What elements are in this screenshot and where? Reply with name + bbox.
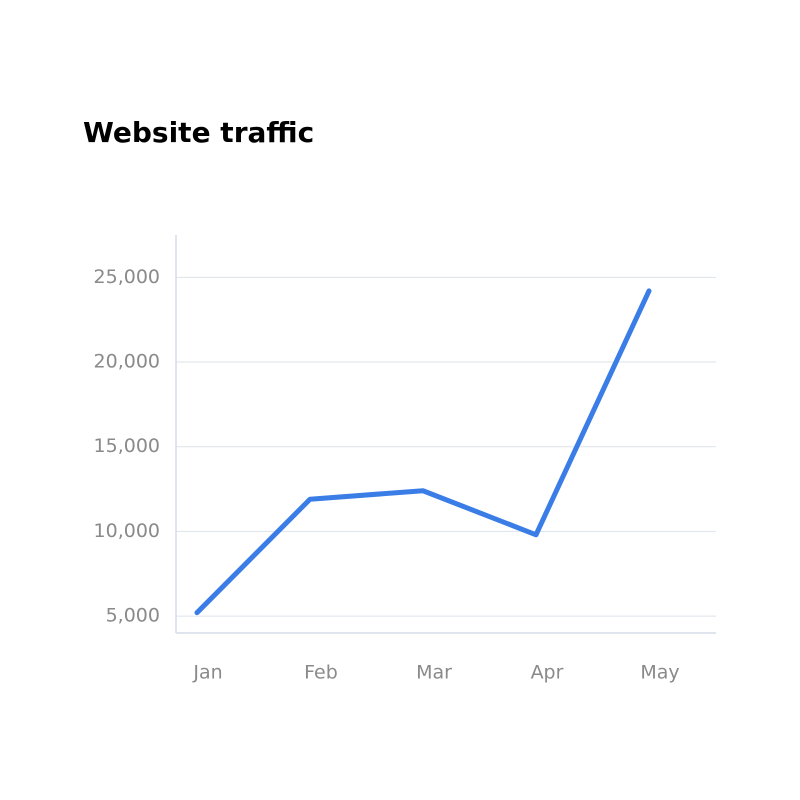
y-tick-label: 10,000 xyxy=(94,520,160,542)
line xyxy=(194,288,652,616)
x-tick-label: Jan xyxy=(192,662,222,684)
chart-title: Website traffic xyxy=(83,116,314,149)
y-tick-label: 25,000 xyxy=(94,266,160,288)
x-tick-label: Mar xyxy=(416,662,452,684)
y-tick-label: 15,000 xyxy=(94,435,160,457)
y-tick-label: 5,000 xyxy=(106,605,160,627)
x-tick-label: Feb xyxy=(304,662,338,684)
x-tick-label: May xyxy=(640,662,679,684)
y-tick-label: 20,000 xyxy=(94,351,160,373)
x-tick-label: Apr xyxy=(531,662,564,684)
